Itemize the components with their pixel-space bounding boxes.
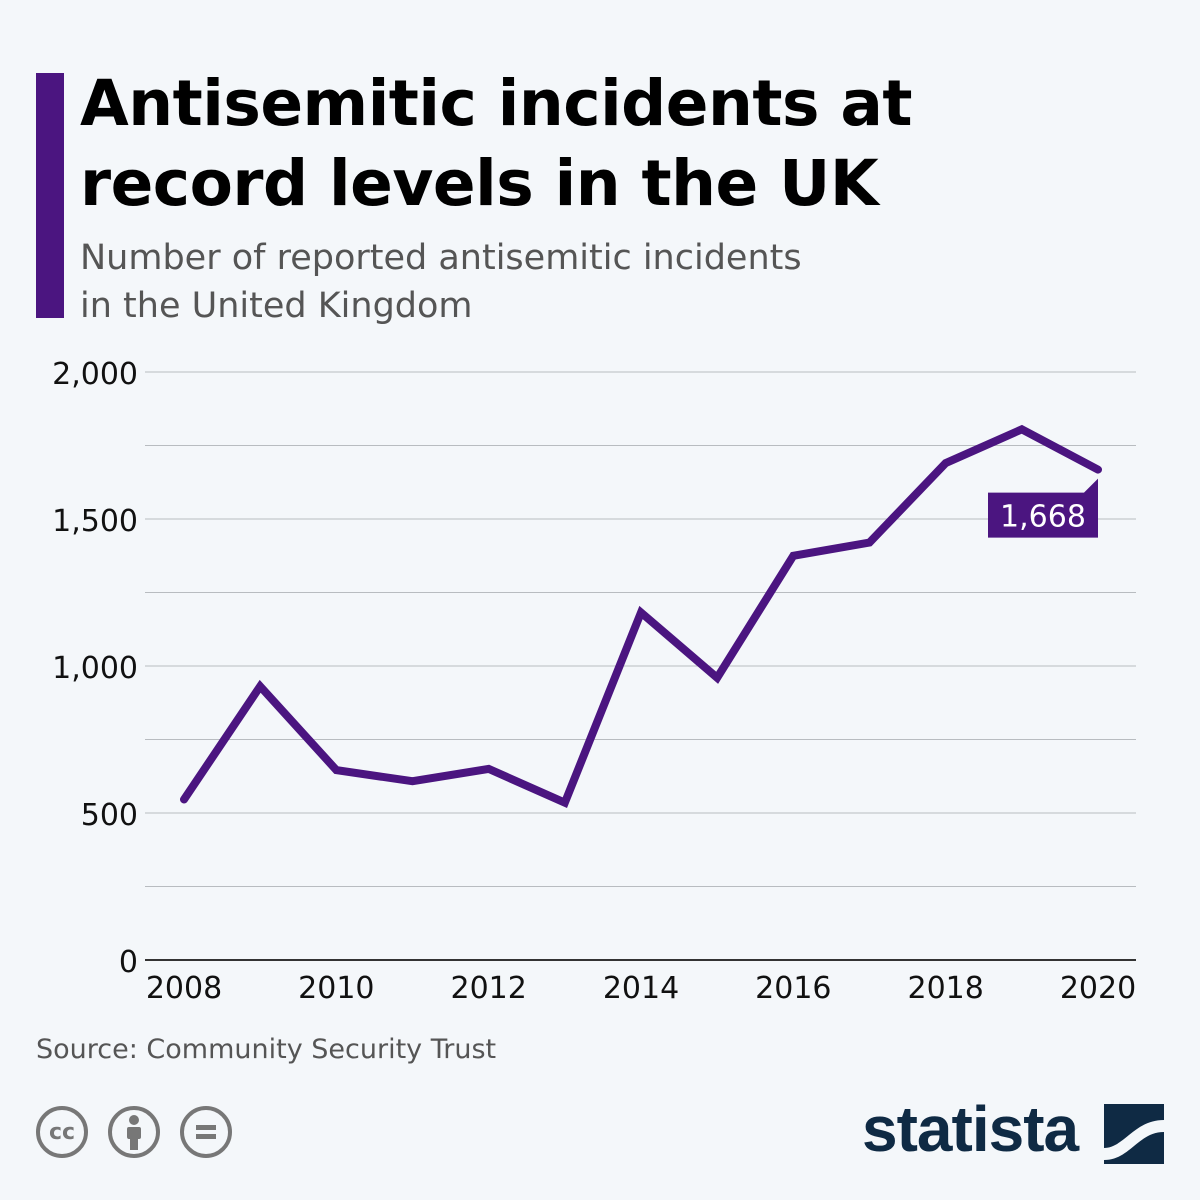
title-line-2: record levels in the UK bbox=[80, 147, 879, 220]
annotation-box bbox=[988, 478, 1098, 538]
title-line-1: Antisemitic incidents at bbox=[80, 67, 913, 140]
cc-icon: cc bbox=[36, 1106, 88, 1158]
y-tick-label: 500 bbox=[81, 798, 138, 833]
x-tick-label: 2018 bbox=[907, 971, 983, 1006]
logo-text: statista bbox=[862, 1093, 1079, 1165]
subtitle-line-1: Number of reported antisemitic incidents bbox=[80, 238, 802, 278]
source-text: Source: Community Security Trust bbox=[36, 1034, 497, 1065]
x-tick-label: 2020 bbox=[1060, 971, 1136, 1006]
y-tick-label: 1,000 bbox=[52, 651, 138, 686]
x-tick-label: 2012 bbox=[450, 971, 526, 1006]
series-line bbox=[180, 424, 1102, 809]
x-tick-label: 2016 bbox=[755, 971, 831, 1006]
annotation-label: 1,668 bbox=[1000, 500, 1086, 535]
subtitle-line-2: in the United Kingdom bbox=[80, 286, 473, 326]
y-tick-label: 2,000 bbox=[52, 357, 138, 392]
x-tick-label: 2008 bbox=[146, 971, 222, 1006]
accent-bar bbox=[36, 73, 64, 318]
chart-title: Antisemitic incidents at record levels i… bbox=[80, 64, 913, 224]
attribution-icon bbox=[108, 1106, 160, 1158]
y-tick-label: 0 bbox=[119, 945, 138, 980]
y-tick-label: 1,500 bbox=[52, 504, 138, 539]
chart-subtitle: Number of reported antisemitic incidents… bbox=[80, 234, 802, 330]
statista-logo: statista bbox=[862, 1092, 1079, 1166]
no-derivatives-icon bbox=[180, 1106, 232, 1158]
x-tick-label: 2010 bbox=[298, 971, 374, 1006]
x-tick-label: 2014 bbox=[603, 971, 679, 1006]
statista-logo-icon bbox=[1104, 1104, 1164, 1164]
